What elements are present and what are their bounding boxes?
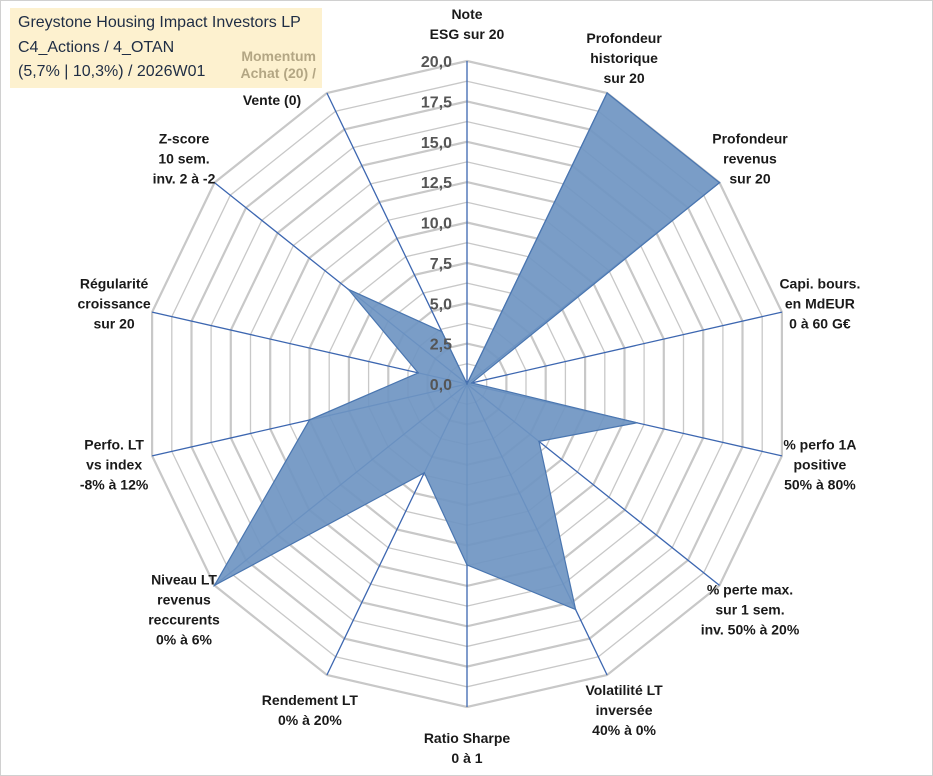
axis-label-line: 10 sem. xyxy=(158,150,209,166)
axis-label-line: Profondeur xyxy=(712,130,788,146)
axis-label-line: Rendement LT xyxy=(262,692,359,708)
axis-label-line: inv. 2 à -2 xyxy=(153,170,216,186)
radar-series xyxy=(212,92,721,611)
axis-label-line: positive xyxy=(793,457,846,473)
axis-label-line: Ratio Sharpe xyxy=(424,730,511,746)
axis-label-line: Régularité xyxy=(80,275,149,291)
series-point xyxy=(308,419,311,421)
chart-title: Greystone Housing Impact Investors LP xyxy=(18,14,301,31)
tick-label: 20,0 xyxy=(421,54,452,71)
series-point xyxy=(441,330,443,333)
axis-label: Régularité croissance sur 20 xyxy=(78,275,151,331)
series-point xyxy=(574,608,577,611)
series-point xyxy=(538,440,540,443)
axis-label-line: Niveau LT xyxy=(151,572,217,588)
series-point xyxy=(636,422,638,424)
axis-label-line: Capi. bours. xyxy=(779,275,860,291)
axis-label-line: reccurents xyxy=(148,612,220,628)
axis-label-line: inv. 50% à 20% xyxy=(701,622,800,638)
axis-spoke xyxy=(466,311,783,385)
axis-label-line: Vente (0) xyxy=(243,92,301,108)
axis-spoke xyxy=(151,311,468,385)
series-point xyxy=(466,564,468,566)
axis-label-line: 0% à 6% xyxy=(156,632,213,648)
axis-label-line: en MdEUR xyxy=(785,295,855,311)
axis-label: Note ESG sur 20 xyxy=(430,6,505,42)
tick-label: 5,0 xyxy=(430,296,452,313)
axis-label: Rendement LT 0% à 20% xyxy=(262,692,359,728)
momentum-line-2: Achat (20) / xyxy=(240,65,316,81)
axis-label-line: 0 à 1 xyxy=(451,750,482,766)
axis-label: Z-score 10 sem. inv. 2 à -2 xyxy=(153,130,216,186)
axis-label: Profondeur historique sur 20 xyxy=(586,30,662,86)
axis-label: Niveau LT revenus reccurents 0% à 6% xyxy=(148,572,220,648)
radial-tick-labels: 0,0 2,5 5,0 7,5 10,0 12,5 15,0 17,5 20,0 xyxy=(421,54,452,394)
axis-label: Ratio Sharpe 0 à 1 xyxy=(424,730,511,766)
series-point xyxy=(718,181,721,184)
axis-label-line: 50% à 80% xyxy=(784,477,856,493)
axis-label-line: 40% à 0% xyxy=(592,722,656,738)
axis-label-line: sur 20 xyxy=(729,170,770,186)
series-point xyxy=(606,92,608,94)
axis-label-line: Note xyxy=(451,6,482,22)
axis-label: Profondeur revenus sur 20 xyxy=(712,130,788,186)
tick-label: 2,5 xyxy=(430,337,452,354)
axis-label-line: Volatilité LT xyxy=(585,682,663,698)
axis-label-line: revenus xyxy=(157,592,211,608)
series-point xyxy=(213,584,216,587)
tick-label: 15,0 xyxy=(421,135,452,152)
axis-label: % perte max. sur 1 sem. inv. 50% à 20% xyxy=(701,582,800,638)
series-point xyxy=(423,472,426,474)
tick-label: 7,5 xyxy=(430,256,452,273)
series-point xyxy=(470,382,473,384)
series-point xyxy=(417,372,420,374)
axis-label-line: Perfo. LT xyxy=(84,437,144,453)
axis-label-line: vs index xyxy=(86,457,142,473)
axis-label: Vente (0) xyxy=(243,92,301,108)
axis-label-line: sur 20 xyxy=(603,70,644,86)
axis-label-line: inversée xyxy=(596,702,653,718)
axis-label-line: Z-score xyxy=(159,130,210,146)
axis-labels: Note ESG sur 20 Profondeur historique sur 20… xyxy=(78,6,861,766)
tick-label: 0,0 xyxy=(430,377,452,394)
axis-label-line: revenus xyxy=(723,150,777,166)
tick-label: 17,5 xyxy=(421,94,452,111)
axis-label-line: -8% à 12% xyxy=(80,477,149,493)
axis-label: Capi. bours. en MdEUR 0 à 60 G€ xyxy=(779,275,860,331)
series-point xyxy=(466,383,468,385)
axis-label: Volatilité LT inversée 40% à 0% xyxy=(585,682,663,738)
axis-label-line: 0 à 60 G€ xyxy=(789,315,851,331)
info-box: Greystone Housing Impact Investors LP C4… xyxy=(10,8,322,88)
axis-label-line: % perfo 1A xyxy=(783,437,856,453)
series-point xyxy=(347,288,350,291)
axis-label-line: % perte max. xyxy=(707,582,793,598)
category-line: C4_Actions / 4_OTAN xyxy=(18,39,175,56)
axis-label-line: Profondeur xyxy=(586,30,662,46)
tick-label: 12,5 xyxy=(421,175,452,192)
axis-label: % perfo 1A positive 50% à 80% xyxy=(783,437,856,493)
momentum-label: Momentum Achat (20) / xyxy=(241,48,316,82)
axis-label-line: ESG sur 20 xyxy=(430,26,505,42)
axis-label-line: historique xyxy=(590,50,658,66)
momentum-line-1: Momentum xyxy=(241,48,316,64)
tick-label: 10,0 xyxy=(421,216,452,233)
period-line: (5,7% | 10,3%) / 2026W01 xyxy=(18,63,206,80)
axis-label: Perfo. LT vs index -8% à 12% xyxy=(80,437,149,493)
axis-label-line: sur 20 xyxy=(93,315,134,331)
axis-label-line: sur 1 sem. xyxy=(715,602,784,618)
axis-label-line: croissance xyxy=(78,295,151,311)
axis-label-line: 0% à 20% xyxy=(278,712,342,728)
